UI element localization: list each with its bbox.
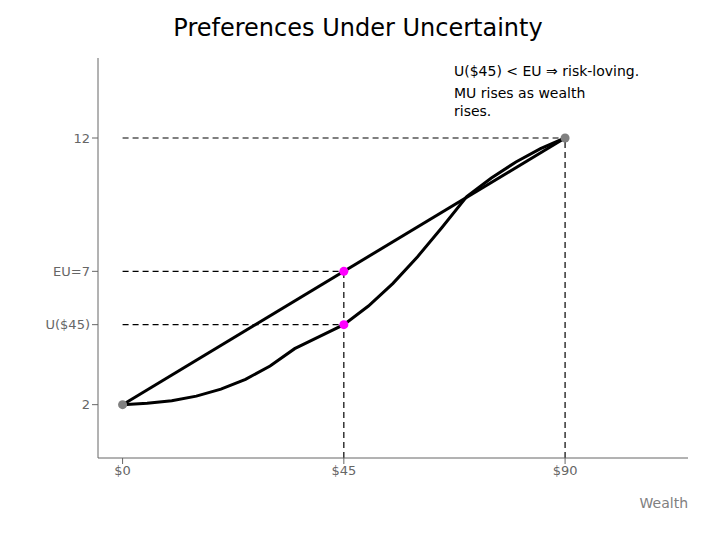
svg-text:2: 2 bbox=[82, 397, 90, 412]
svg-text:$45: $45 bbox=[331, 463, 356, 478]
svg-text:12: 12 bbox=[73, 131, 90, 146]
svg-text:EU=7: EU=7 bbox=[53, 264, 90, 279]
svg-text:$90: $90 bbox=[553, 463, 578, 478]
html-text:Preferences Under Uncertainty: Preferences Under Uncertainty bbox=[173, 14, 543, 42]
svg-text:$0: $0 bbox=[114, 463, 131, 478]
html-text:MU rises as wealth rises.: MU rises as wealth rises. bbox=[454, 85, 586, 119]
svg-text:U($45): U($45) bbox=[46, 317, 90, 332]
svg-text:Wealth: Wealth bbox=[640, 495, 688, 511]
html-text:U($45) < EU ⇒ risk-loving.: U($45) < EU ⇒ risk-loving. bbox=[454, 63, 640, 79]
